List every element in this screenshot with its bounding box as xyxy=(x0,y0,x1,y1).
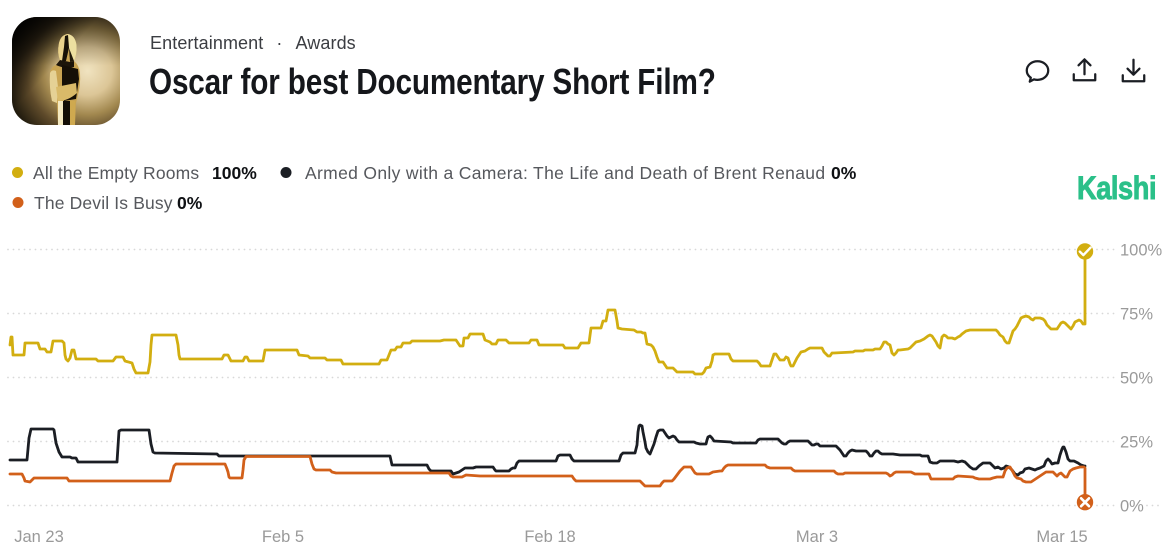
svg-text:Feb 18: Feb 18 xyxy=(524,528,575,546)
svg-text:50%: 50% xyxy=(1120,370,1153,388)
svg-text:25%: 25% xyxy=(1120,434,1153,452)
svg-text:Mar 15: Mar 15 xyxy=(1036,528,1087,546)
svg-text:75%: 75% xyxy=(1120,306,1153,324)
svg-text:0%: 0% xyxy=(1120,498,1144,516)
svg-text:Feb 5: Feb 5 xyxy=(262,528,304,546)
svg-text:Jan 23: Jan 23 xyxy=(14,528,64,546)
svg-text:Mar 3: Mar 3 xyxy=(796,528,838,546)
svg-text:100%: 100% xyxy=(1120,242,1163,260)
